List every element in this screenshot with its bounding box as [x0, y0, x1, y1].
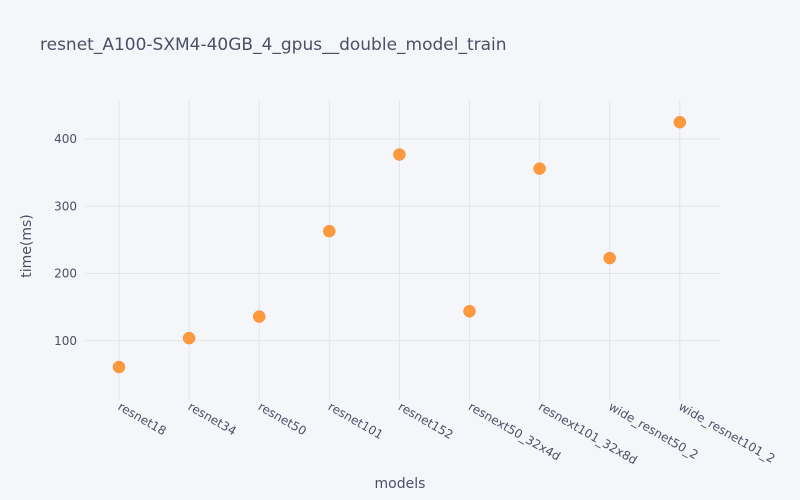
y-tick-label: 300 [54, 199, 77, 213]
x-tick-label: resnet50 [256, 399, 309, 438]
data-points [112, 115, 687, 374]
y-tick-label: 200 [54, 267, 77, 281]
x-tick-label: resnet101 [326, 399, 386, 442]
data-point [673, 115, 687, 129]
data-point [603, 251, 616, 265]
y-gridlines [85, 138, 720, 342]
x-gridlines [118, 100, 681, 400]
y-tick-label: 400 [54, 132, 77, 146]
data-point [112, 360, 126, 374]
data-point [252, 310, 266, 323]
y-tick-label: 100 [54, 334, 77, 348]
data-point [533, 162, 546, 175]
data-point [463, 304, 476, 318]
data-point [393, 148, 406, 161]
chart-title: resnet_A100-SXM4-40GB_4_gpus__double_mod… [40, 35, 507, 55]
x-axis-title: models [375, 476, 426, 492]
x-tick-label: resnet152 [396, 399, 456, 442]
y-axis-ticks: 100 200 300 400 [54, 132, 77, 348]
data-point [323, 224, 336, 238]
y-axis-title: time(ms) [19, 214, 35, 278]
x-tick-label: resnet34 [186, 399, 239, 438]
data-point [182, 331, 196, 345]
x-tick-label: resnet18 [116, 399, 169, 438]
x-axis-ticks: resnet18 resnet34 resnet50 resnet101 resnet1… [116, 399, 778, 467]
